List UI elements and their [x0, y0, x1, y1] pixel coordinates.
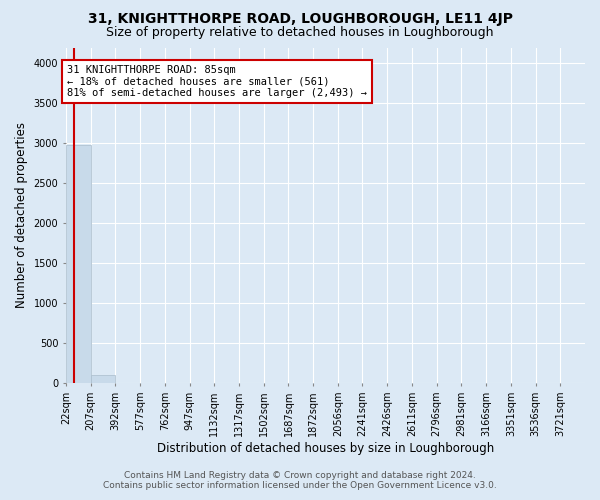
- Y-axis label: Number of detached properties: Number of detached properties: [15, 122, 28, 308]
- Text: 31 KNIGHTTHORPE ROAD: 85sqm
← 18% of detached houses are smaller (561)
81% of se: 31 KNIGHTTHORPE ROAD: 85sqm ← 18% of det…: [67, 65, 367, 98]
- Text: Size of property relative to detached houses in Loughborough: Size of property relative to detached ho…: [106, 26, 494, 39]
- X-axis label: Distribution of detached houses by size in Loughborough: Distribution of detached houses by size …: [157, 442, 494, 455]
- Bar: [66, 144, 91, 384]
- Bar: [91, 375, 115, 384]
- Text: 31, KNIGHTTHORPE ROAD, LOUGHBOROUGH, LE11 4JP: 31, KNIGHTTHORPE ROAD, LOUGHBOROUGH, LE1…: [88, 12, 512, 26]
- Text: Contains HM Land Registry data © Crown copyright and database right 2024.
Contai: Contains HM Land Registry data © Crown c…: [103, 470, 497, 490]
